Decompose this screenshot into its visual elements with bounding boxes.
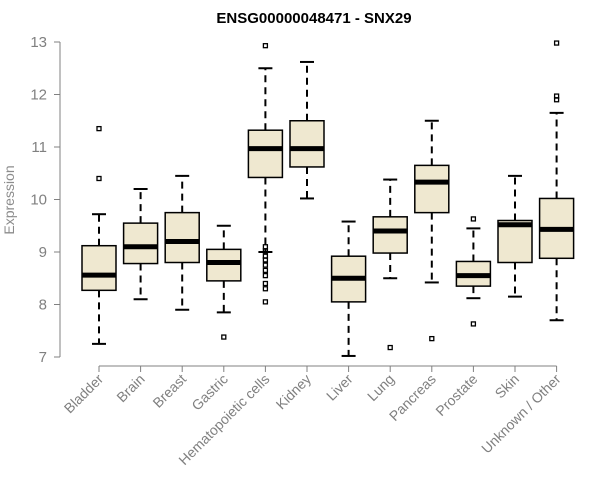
box-liver xyxy=(330,220,367,357)
y-tick-label: 13 xyxy=(30,34,47,51)
y-tick-label: 7 xyxy=(39,349,47,366)
box-hematopoietic-cells xyxy=(247,43,284,305)
outlier-point xyxy=(470,321,477,327)
box-breast xyxy=(164,174,200,311)
box-lung xyxy=(372,178,408,351)
outlier-point xyxy=(429,335,435,342)
outlier-point xyxy=(262,286,269,292)
outlier-point xyxy=(262,272,269,279)
outlier-point xyxy=(470,216,477,222)
outlier-point xyxy=(553,93,560,99)
box-unknown-other xyxy=(538,40,575,322)
chart-title: ENSG00000048471 - SNX29 xyxy=(216,10,411,27)
iqr-box xyxy=(497,219,533,264)
outlier-point xyxy=(553,40,560,46)
box-kidney xyxy=(289,60,325,200)
iqr-box xyxy=(247,129,284,179)
outlier-point xyxy=(262,257,269,263)
outlier-point xyxy=(262,299,269,305)
outlier-point xyxy=(262,248,269,254)
boxes xyxy=(81,40,575,357)
x-tick-label: Kidney xyxy=(273,371,315,413)
x-tick-label: Brain xyxy=(113,371,147,405)
outlier-point xyxy=(387,344,393,351)
y-tick-label: 8 xyxy=(39,297,47,314)
outlier-point xyxy=(262,43,269,49)
y-tick-label: 10 xyxy=(30,192,47,209)
x-tick-label: Prostate xyxy=(432,371,480,419)
box-prostate xyxy=(455,216,492,327)
x-tick-label: Unknown / Other xyxy=(478,371,564,457)
outlier-point xyxy=(96,125,102,132)
iqr-box xyxy=(414,164,450,214)
iqr-box xyxy=(164,211,200,264)
y-tick-label: 11 xyxy=(31,139,47,156)
y-tick-label: 12 xyxy=(30,87,47,104)
x-tick-label: Bladder xyxy=(61,371,107,417)
iqr-box xyxy=(122,222,159,265)
box-gastric xyxy=(206,224,242,340)
iqr-box xyxy=(289,120,325,168)
x-tick-label: Breast xyxy=(149,371,189,411)
outlier-point xyxy=(262,244,269,250)
x-tick-label: Skin xyxy=(492,371,523,402)
iqr-box xyxy=(81,244,117,292)
box-skin xyxy=(497,174,533,298)
y-axis: 7 8 9 10 11 12 13 xyxy=(30,34,61,366)
box-bladder xyxy=(81,125,117,345)
iqr-box xyxy=(206,248,242,282)
outlier-point xyxy=(96,175,102,182)
outlier-point xyxy=(262,262,269,268)
y-axis-label: Expression xyxy=(1,165,17,234)
x-tick-label: Liver xyxy=(323,371,356,404)
outlier-point xyxy=(221,334,227,340)
x-tick-label: Lung xyxy=(364,371,397,404)
outlier-point xyxy=(262,280,269,287)
box-pancreas xyxy=(414,119,450,342)
box-brain xyxy=(122,188,159,301)
iqr-box xyxy=(372,216,408,254)
y-tick-label: 9 xyxy=(39,244,47,261)
outlier-point xyxy=(262,267,269,274)
